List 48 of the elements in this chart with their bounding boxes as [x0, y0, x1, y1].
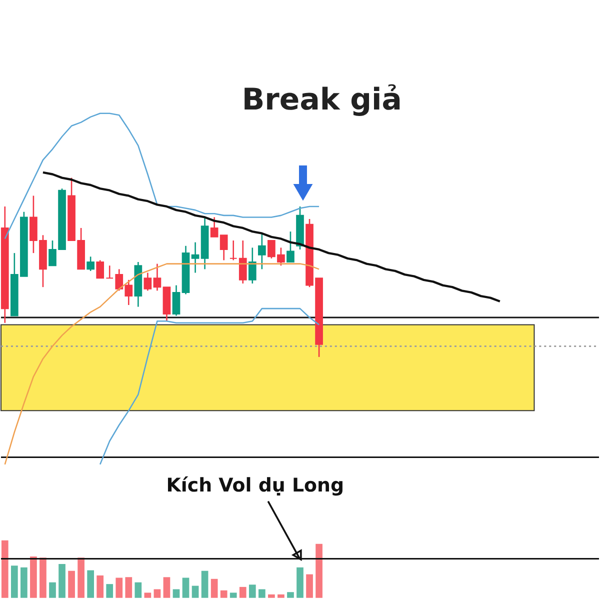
candlestick [191, 242, 200, 274]
candlestick [96, 260, 104, 279]
bar [96, 575, 104, 598]
bar [116, 578, 123, 598]
bar [220, 590, 228, 598]
bar [106, 584, 114, 598]
bar [58, 564, 66, 598]
bar [20, 567, 28, 598]
candlestick [106, 264, 114, 279]
bar [296, 567, 304, 598]
bar [78, 558, 84, 598]
bar [316, 544, 322, 598]
bar [1, 540, 8, 598]
bar [68, 570, 75, 598]
candlestick [286, 230, 294, 263]
candlestick [229, 240, 238, 261]
bar [144, 592, 152, 598]
candlestick [258, 232, 266, 270]
candlestick [144, 272, 152, 292]
bar [30, 556, 37, 598]
candlestick [86, 256, 94, 272]
bar [210, 578, 218, 598]
bar [230, 592, 237, 598]
bar [172, 589, 180, 598]
text: Break giả [242, 82, 402, 118]
bar [87, 570, 94, 598]
bar [239, 586, 246, 598]
text: Kích Vol dụ Long [166, 474, 344, 496]
bar [306, 574, 313, 598]
candlestick [248, 247, 256, 284]
bar [258, 589, 266, 598]
bar [182, 578, 190, 598]
candlestick [238, 240, 247, 284]
candlestick [172, 284, 180, 316]
candlestick [153, 263, 162, 292]
bar [134, 582, 142, 598]
bar [201, 570, 208, 598]
bar [268, 594, 275, 598]
bar [10, 566, 18, 598]
bar [49, 582, 56, 598]
bar [287, 592, 294, 598]
bar [154, 589, 161, 598]
bar [192, 586, 199, 598]
bar [248, 584, 256, 598]
bar [163, 577, 170, 598]
bar [125, 577, 132, 598]
bar [278, 594, 284, 598]
bar [40, 558, 46, 598]
